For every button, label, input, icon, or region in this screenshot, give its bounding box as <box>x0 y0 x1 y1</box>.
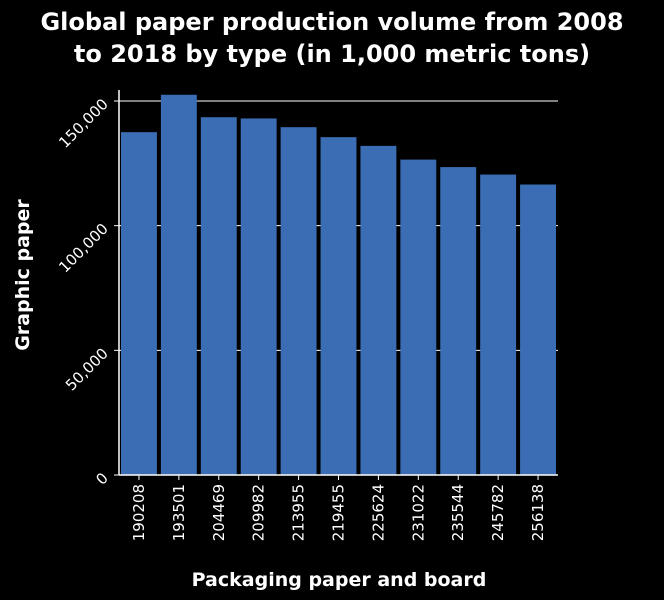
bar <box>160 94 197 476</box>
x-tick-label: 231022 <box>409 484 427 541</box>
bar <box>200 117 237 475</box>
x-tick-label: 190208 <box>130 484 148 541</box>
y-tick-label: 50,000 <box>62 344 112 394</box>
x-ticks: 190208 193501 204469 209982 213955 219455 2256… <box>130 475 547 541</box>
x-tick-label: 209982 <box>250 484 268 541</box>
y-tick-label: 100,000 <box>55 220 112 277</box>
chart-title-line-2: to 2018 by type (in 1,000 metric tons) <box>74 40 590 68</box>
x-tick-label: 193501 <box>170 484 188 541</box>
x-tick-label: 225624 <box>369 484 387 541</box>
x-tick-label: 235544 <box>449 484 467 541</box>
x-tick-label: 213955 <box>290 484 308 541</box>
bar <box>480 174 517 475</box>
bar <box>240 118 277 475</box>
bar <box>280 127 317 476</box>
bar <box>400 159 437 476</box>
y-tick-label: 150,000 <box>55 95 112 152</box>
bar <box>520 184 557 475</box>
y-axis-label: Graphic paper <box>12 199 34 351</box>
bar <box>440 167 477 475</box>
bar <box>320 137 357 476</box>
y-ticks: 0 50,000 100,000 150,000 <box>55 95 119 489</box>
chart-title-line-1: Global paper production volume from 2008 <box>40 8 623 36</box>
x-tick-label: 256138 <box>529 484 547 541</box>
x-tick-label: 204469 <box>210 484 228 541</box>
x-tick-label: 245782 <box>489 484 507 541</box>
y-tick-label: 0 <box>92 469 111 488</box>
bar <box>360 145 397 475</box>
x-axis-label: Packaging paper and board <box>192 569 487 591</box>
bars <box>120 94 557 476</box>
x-tick-label: 219455 <box>330 484 348 541</box>
bar <box>120 132 157 475</box>
